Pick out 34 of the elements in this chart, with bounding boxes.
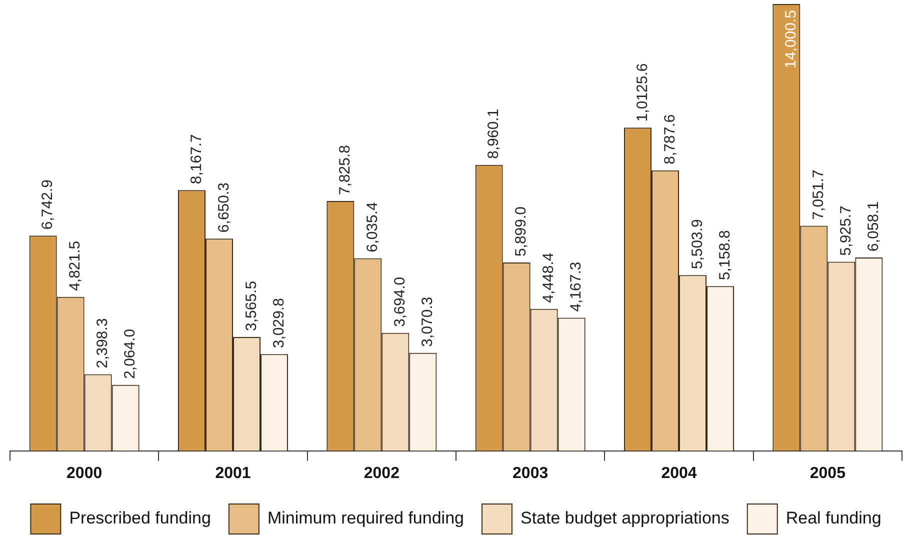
data-label: 7,051.7 xyxy=(810,170,828,220)
data-label: 8,960.1 xyxy=(485,108,502,159)
data-label: 5,925.7 xyxy=(838,206,855,256)
data-label: 5,899.0 xyxy=(512,206,530,257)
x-tick-label: 2001 xyxy=(215,464,251,482)
data-label: 3,029.8 xyxy=(270,298,288,348)
x-tick-label: 2003 xyxy=(512,464,548,482)
data-label: 4,448.4 xyxy=(540,252,558,303)
data-label: 4,167.3 xyxy=(568,262,585,312)
x-tick-label: 2002 xyxy=(364,464,400,482)
data-label: 7,825.8 xyxy=(336,145,354,196)
data-label: 3,565.5 xyxy=(242,280,260,332)
data-label: 6,058.1 xyxy=(865,201,882,252)
legend-label: Prescribed funding xyxy=(69,508,211,528)
data-label: 3,070.3 xyxy=(419,296,436,347)
data-label: 6,742.9 xyxy=(39,180,56,230)
data-label: 5,158.8 xyxy=(716,230,734,280)
data-label: 4,821.5 xyxy=(66,240,84,291)
data-label: 3,694.0 xyxy=(392,276,409,327)
data-label: 2,064.0 xyxy=(122,328,139,379)
x-tick-label: 2004 xyxy=(661,464,697,482)
data-label: 8,167.7 xyxy=(188,134,205,184)
x-tick-label: 2005 xyxy=(810,464,846,482)
legend-label: State budget appropriations xyxy=(520,508,730,528)
legend-label: Real funding xyxy=(786,508,882,528)
data-label: 6,650.3 xyxy=(215,182,232,233)
data-label: 6,035.4 xyxy=(364,202,382,252)
data-label: 8,787.6 xyxy=(661,114,678,164)
x-tick-label: 2000 xyxy=(66,464,102,482)
legend-label: Minimum required funding xyxy=(267,508,464,528)
data-label: 14,000.5 xyxy=(782,10,800,68)
data-label: 5,503.9 xyxy=(688,219,706,270)
data-label: 2,398.3 xyxy=(94,318,112,368)
data-label: 1,0125.6 xyxy=(634,63,651,122)
